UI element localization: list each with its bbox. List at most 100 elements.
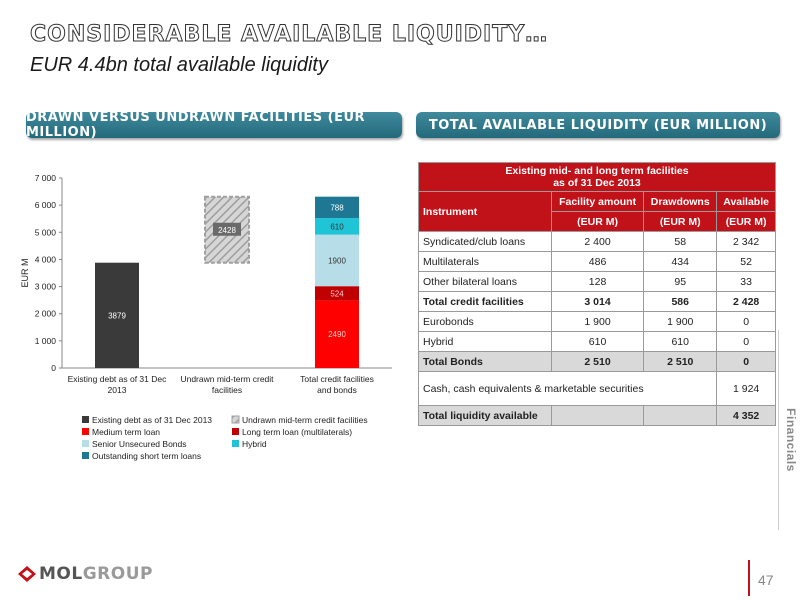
legend-swatch: [231, 415, 240, 424]
chart-section-title: DRAWN VERSUS UNDRAWN FACILITIES (EUR MIL…: [26, 110, 402, 140]
x-tick-label: Total credit facilities: [300, 374, 374, 384]
bar-segment: [315, 196, 359, 219]
x-tick-label: Undrawn mid-term credit: [180, 374, 274, 384]
cell-facility: 486: [550, 251, 645, 272]
stacked-bar-chart: 0 1 000 2 000 3 000 4 000 5 000 6 000 7 000 EUR …: [20, 173, 392, 461]
table-row: Multilaterals 486 434 52: [418, 251, 776, 272]
col-header-drawdowns: Drawdowns: [643, 191, 718, 212]
cell-drawdowns: 610: [643, 331, 718, 352]
data-label: 610: [330, 222, 344, 231]
row-label: Multilaterals: [418, 251, 552, 272]
page-number: 47: [758, 572, 774, 588]
cell-available: 4 352: [716, 405, 776, 426]
unit-available: (EUR M): [716, 211, 776, 232]
cell-facility: 2 400: [550, 231, 645, 252]
legend-label: Outstanding short term loans: [92, 451, 201, 461]
unit-facility: (EUR M): [550, 211, 645, 232]
cell-available: 52: [716, 251, 776, 272]
row-label: Total credit facilities: [418, 291, 552, 312]
cell-drawdowns: 58: [643, 231, 718, 252]
table-row-total-liquidity: Total liquidity available 4 352: [418, 405, 776, 426]
bar-segment: [315, 218, 359, 235]
logo-mark-icon: [18, 566, 36, 582]
col-header-available: Available: [716, 191, 776, 212]
legend-label: Hybrid: [242, 439, 267, 449]
bar-segment: [315, 300, 359, 368]
y-tick-label: 3 000: [35, 282, 57, 292]
row-label: Total Bonds: [418, 351, 552, 372]
cell-available: 0: [716, 311, 776, 332]
legend-label: Existing debt as of 31 Dec 2013: [92, 415, 212, 425]
legend-swatch: [82, 452, 89, 459]
cell-available: 2 428: [716, 291, 776, 312]
cell-facility: 1 900: [550, 311, 645, 332]
table-row: Syndicated/club loans 2 400 58 2 342: [418, 231, 776, 252]
data-label-background: [213, 222, 241, 236]
cell-drawdowns: 586: [643, 291, 718, 312]
cell-drawdowns: 95: [643, 271, 718, 292]
x-tick-label: facilities: [212, 385, 242, 395]
company-logo: MOLGROUP: [18, 564, 153, 584]
cell-available: 0: [716, 331, 776, 352]
legend-label: Long term loan (multilaterals): [242, 427, 352, 437]
table-row-total-bonds: Total Bonds 2 510 2 510 0: [418, 351, 776, 372]
data-label: 788: [330, 203, 344, 212]
cell-drawdowns: 2 510: [643, 351, 718, 372]
bar-segment: [315, 286, 359, 301]
data-label: 524: [330, 289, 344, 298]
data-label: 3879: [108, 311, 126, 320]
liquidity-table: Existing mid- and long term facilities a…: [417, 162, 776, 426]
table-row: Eurobonds 1 900 1 900 0: [418, 311, 776, 332]
cell-facility: 128: [550, 271, 645, 292]
col-header-facility: Facility amount: [550, 191, 645, 212]
legend-swatch: [82, 428, 89, 435]
col-header-instrument: Instrument: [418, 191, 552, 232]
cell-available: 33: [716, 271, 776, 292]
cell-available: 2 342: [716, 231, 776, 252]
page-subtitle: EUR 4.4bn total available liquidity: [30, 54, 328, 76]
data-label: 1900: [328, 256, 346, 265]
cell-available: 0: [716, 351, 776, 372]
table-row-cash: Cash, cash equivalents & marketable secu…: [417, 371, 776, 406]
row-label: Total liquidity available: [418, 405, 552, 426]
row-label: Hybrid: [418, 331, 552, 352]
section-side-label: Financials: [784, 408, 798, 472]
legend-label: Undrawn mid-term credit facilities: [242, 415, 368, 425]
table-row-total-credit: Total credit facilities 3 014 586 2 428: [418, 291, 776, 312]
table-row: Other bilateral loans 128 95 33: [418, 271, 776, 292]
footer-divider: [748, 560, 750, 596]
x-tick-label: 2013: [108, 385, 127, 395]
y-tick-label: 5 000: [35, 227, 57, 237]
row-label: Eurobonds: [418, 311, 552, 332]
legend-label: Medium term loan: [92, 427, 160, 437]
y-tick-label: 0: [51, 363, 56, 373]
unit-drawdowns: (EUR M): [643, 211, 718, 232]
legend-label: Senior Unsecured Bonds: [92, 439, 187, 449]
y-tick-label: 7 000: [35, 173, 57, 183]
bar-segment: [315, 234, 359, 287]
y-axis-label: EUR M: [20, 259, 30, 288]
row-label: Syndicated/club loans: [418, 231, 552, 252]
legend-swatch: [82, 440, 89, 447]
data-label: 2428: [218, 226, 236, 235]
legend-swatch: [232, 440, 239, 447]
y-tick-label: 1 000: [35, 336, 57, 346]
x-tick-label: Existing debt as of 31 Dec: [68, 374, 168, 384]
cell-drawdowns: [643, 405, 718, 426]
cell-facility: 610: [550, 331, 645, 352]
y-tick-label: 6 000: [35, 200, 57, 210]
cell-facility: 3 014: [550, 291, 645, 312]
table-title: Existing mid- and long term facilities a…: [418, 162, 776, 192]
bar-segment: [95, 262, 139, 368]
data-label: 2490: [328, 330, 346, 339]
cell-drawdowns: 1 900: [643, 311, 718, 332]
cell-drawdowns: 434: [643, 251, 718, 272]
y-tick-label: 4 000: [35, 254, 57, 264]
table-row: Hybrid 610 610 0: [418, 331, 776, 352]
legend-swatch: [232, 428, 239, 435]
cell-facility: 2 510: [550, 351, 645, 372]
row-label: Other bilateral loans: [418, 271, 552, 292]
cell-facility: [550, 405, 645, 426]
y-tick-label: 2 000: [35, 309, 57, 319]
cell-available: 1 924: [716, 371, 776, 406]
